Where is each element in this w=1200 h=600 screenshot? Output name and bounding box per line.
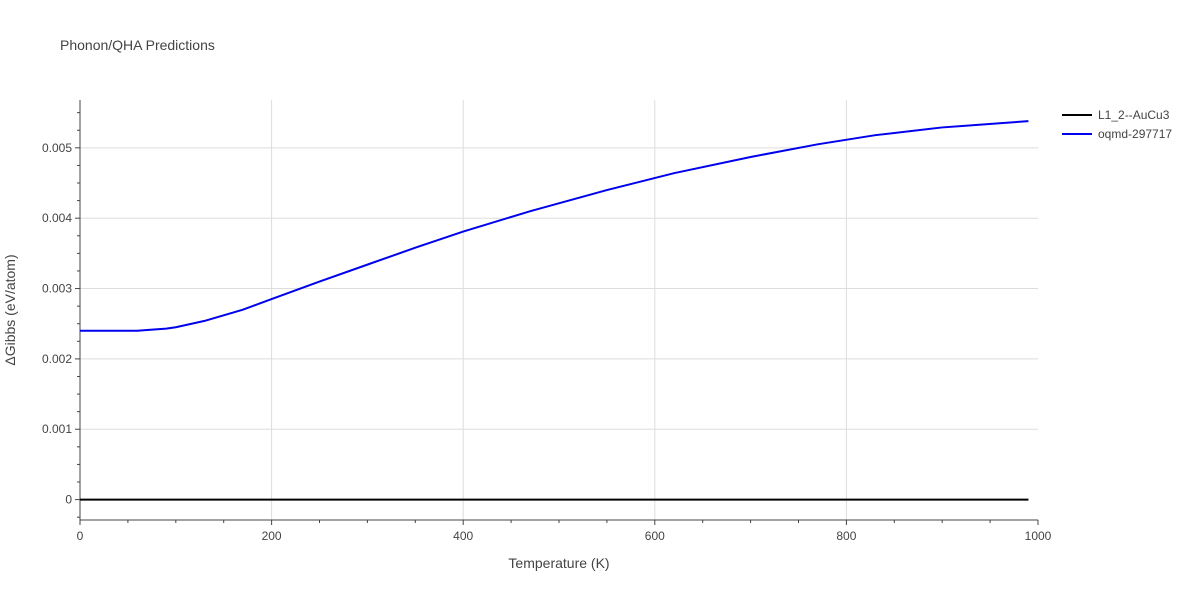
- grid-lines: [80, 100, 1038, 520]
- legend-item-oqmd-297717[interactable]: oqmd-297717: [1062, 127, 1172, 141]
- x-tick-label: 200: [262, 529, 282, 543]
- y-tick-label: 0.004: [42, 211, 72, 225]
- y-tick-label: 0.005: [42, 141, 72, 155]
- x-tick-label: 400: [453, 529, 473, 543]
- y-tick-label: 0.002: [42, 352, 72, 366]
- chart-title: Phonon/QHA Predictions: [60, 37, 215, 53]
- plot-area: [80, 120, 1029, 501]
- y-tick-label: 0.001: [42, 422, 72, 436]
- legend-label: L1_2--AuCu3: [1098, 108, 1170, 122]
- y-tick-label: 0.003: [42, 282, 72, 296]
- legend-item-L1_2--AuCu3[interactable]: L1_2--AuCu3: [1062, 108, 1170, 122]
- x-tick-label: 1000: [1025, 529, 1052, 543]
- x-tick-label: 0: [77, 529, 84, 543]
- x-tick-label: 800: [836, 529, 856, 543]
- y-axis-label: ΔGibbs (eV/atom): [2, 254, 18, 365]
- axes: [75, 100, 1039, 525]
- series-line-oqmd-297717: [80, 120, 1029, 332]
- x-axis-label: Temperature (K): [508, 555, 609, 571]
- legend[interactable]: L1_2--AuCu3 oqmd-297717: [1062, 108, 1172, 141]
- legend-label: oqmd-297717: [1098, 127, 1172, 141]
- y-tick-label: 0: [65, 493, 72, 507]
- tick-labels: 0 200 400 600 800 1000 0 0.001 0.002 0.003 0.004 0.…: [42, 141, 1052, 543]
- x-tick-label: 600: [645, 529, 665, 543]
